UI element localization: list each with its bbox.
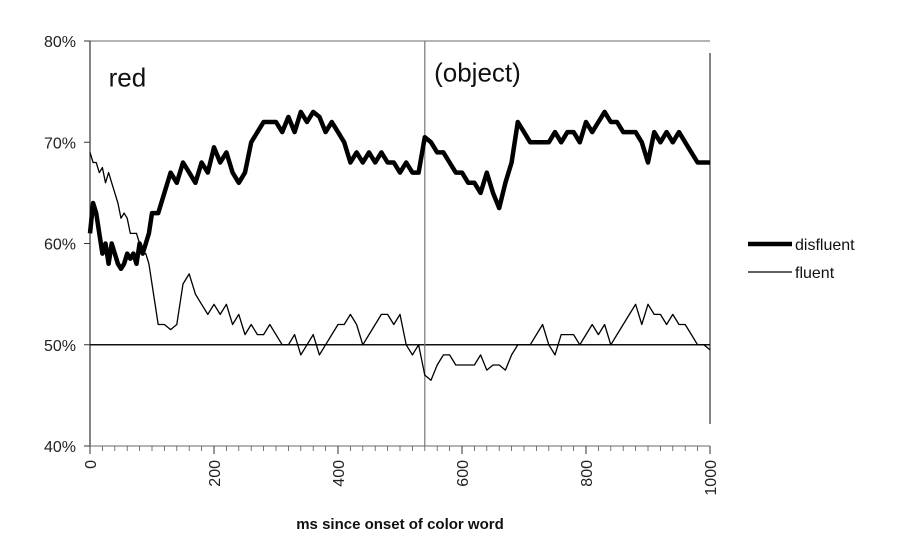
y-axis-ticks: 40% 50% 60% 70% 80%	[44, 34, 90, 456]
plot-frame	[89, 40, 711, 447]
x-tick-label: 200	[207, 460, 224, 487]
y-tick-label: 80%	[44, 34, 76, 51]
x-tick-label: 600	[455, 460, 472, 487]
series-line-fluent	[89, 152, 711, 381]
annotations: red (object)	[109, 58, 521, 93]
y-tick-label: 40%	[44, 439, 76, 456]
legend: disfluent fluent	[748, 237, 855, 282]
series-line-disfluent	[87, 109, 710, 272]
y-tick-label: 50%	[44, 338, 76, 355]
x-tick-label: 800	[579, 460, 596, 487]
legend-label-disfluent: disfluent	[795, 237, 855, 254]
series-lines	[87, 109, 711, 381]
y-tick-label: 60%	[44, 237, 76, 254]
annotation-label: red	[109, 63, 147, 93]
y-tick-label: 70%	[44, 135, 76, 152]
legend-label-fluent: fluent	[795, 265, 835, 282]
annotation-label: (object)	[434, 58, 521, 88]
x-tick-label: 1000	[703, 460, 720, 496]
x-axis-title: ms since onset of color word	[296, 516, 504, 533]
x-tick-label: 0	[83, 460, 100, 469]
x-tick-label: 400	[331, 460, 348, 487]
x-axis-ticks: 0 200 400 600 800 1000	[83, 446, 720, 496]
